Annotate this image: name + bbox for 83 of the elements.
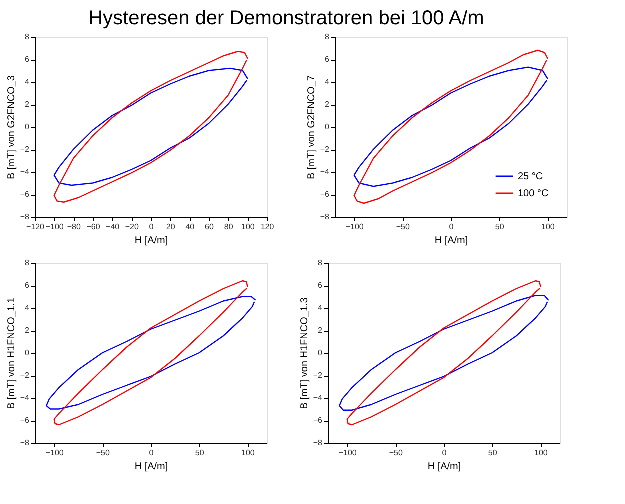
x-tick-label: −40 (106, 222, 120, 232)
line-series (54, 51, 248, 203)
y-tick-label: 4 (25, 78, 30, 86)
y-tick-label: 2 (325, 100, 330, 109)
x-tick-label: −50 (396, 222, 410, 232)
x-tick-label: 0 (442, 448, 448, 458)
y-axis-title: B [mT] von G2FNCO_7 (306, 75, 318, 180)
y-tick-label: 4 (318, 304, 324, 312)
y-tick-label: 8 (318, 258, 324, 268)
y-tick-label: 0 (325, 122, 330, 132)
y-tick-label: 6 (25, 55, 30, 64)
y-tick-label: −2 (320, 145, 330, 154)
x-tick-label: −100 (338, 448, 358, 458)
x-tick-label: −100 (346, 222, 364, 232)
x-tick-label: 50 (495, 222, 505, 232)
x-tick-label: 120 (260, 222, 275, 232)
x-tick-label: −50 (96, 448, 110, 458)
y-tick-label: −2 (20, 371, 30, 380)
y-tick-label: 4 (25, 304, 30, 312)
x-axis-title: H [A/m] (434, 236, 468, 246)
x-tick-label: 60 (205, 222, 214, 232)
y-tick-label: 6 (318, 281, 324, 290)
x-tick-label: −100 (46, 222, 64, 232)
x-tick-label: 0 (449, 222, 454, 232)
x-axis-title: H [A/m] (134, 236, 168, 246)
legend-label: 25 °C (518, 172, 544, 182)
x-tick-label: 100 (241, 448, 256, 458)
x-tick-label: 80 (224, 222, 234, 232)
y-tick-label: 0 (318, 348, 324, 358)
y-tick-label: −2 (313, 371, 324, 380)
line-series (339, 295, 549, 411)
y-tick-label: −6 (320, 190, 330, 199)
y-axis-title: B [mT] von H1FNCO_1.3 (299, 297, 310, 410)
x-tick-label: 50 (488, 448, 498, 458)
chart-title: Hysteresen der Demonstratoren bei 100 A/m (88, 8, 484, 30)
y-tick-label: 2 (318, 326, 324, 335)
x-axis-title: H [A/m] (428, 462, 462, 472)
x-tick-label: −120 (26, 222, 46, 232)
x-axis-title: H [A/m] (134, 462, 168, 472)
y-axis-title: B [mT] von G2FNCO_3 (6, 75, 18, 180)
y-tick-label: −8 (313, 438, 324, 448)
y-tick-label: −4 (20, 394, 30, 402)
y-tick-label: −6 (20, 190, 30, 199)
y-axis-title: B [mT] von H1FNCO_1.1 (6, 297, 18, 410)
y-tick-label: 0 (25, 122, 30, 132)
line-series (354, 66, 548, 188)
x-tick-label: −50 (389, 448, 404, 458)
x-tick-label: 40 (186, 222, 196, 232)
y-tick-label: −4 (20, 168, 30, 176)
x-tick-label: 100 (241, 222, 256, 232)
x-tick-label: −60 (86, 222, 101, 232)
x-tick-label: −80 (67, 222, 82, 232)
y-tick-label: 4 (325, 78, 330, 86)
y-tick-label: −8 (20, 212, 30, 222)
x-tick-label: 100 (534, 448, 548, 458)
y-tick-label: 8 (25, 258, 30, 268)
y-tick-label: −4 (313, 394, 324, 402)
y-tick-label: −6 (313, 416, 324, 425)
y-tick-label: 2 (25, 100, 30, 109)
line-series (346, 280, 542, 426)
y-tick-label: 6 (325, 55, 330, 64)
y-tick-label: −8 (20, 438, 30, 448)
y-tick-label: −8 (320, 212, 330, 222)
x-tick-label: 50 (195, 448, 205, 458)
line-series (54, 68, 248, 186)
x-tick-label: 0 (149, 448, 154, 458)
line-series (354, 50, 548, 204)
y-tick-label: 8 (25, 32, 30, 42)
x-tick-label: 0 (149, 222, 154, 232)
x-tick-label: 20 (166, 222, 176, 232)
y-tick-label: −6 (20, 416, 30, 425)
x-tick-label: −20 (125, 222, 140, 232)
legend-label: 100 °C (518, 188, 549, 200)
y-tick-label: 2 (25, 326, 30, 335)
y-tick-label: 8 (325, 32, 330, 42)
line-series (54, 280, 248, 426)
y-tick-label: −4 (320, 168, 330, 176)
x-tick-label: −100 (46, 448, 64, 458)
y-tick-label: −2 (20, 145, 30, 154)
y-tick-label: 6 (25, 281, 30, 290)
y-tick-label: 0 (25, 348, 30, 358)
line-series (46, 296, 256, 410)
x-tick-label: 100 (541, 222, 556, 232)
